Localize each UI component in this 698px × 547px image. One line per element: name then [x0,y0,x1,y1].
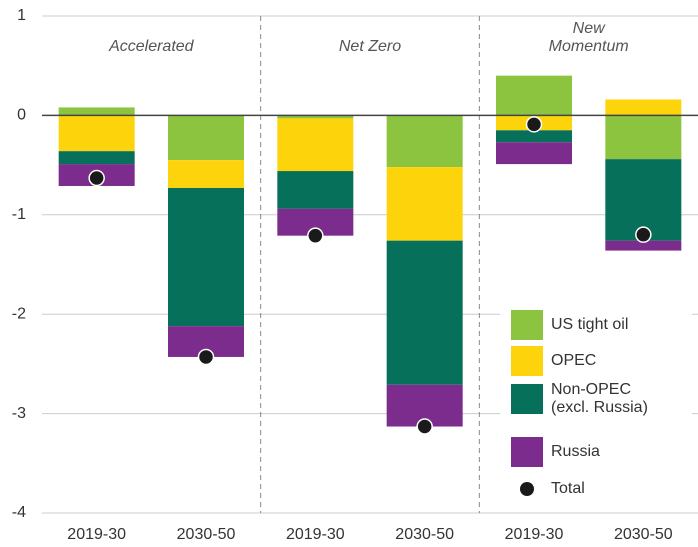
bar-segment [605,115,682,160]
group-label: Accelerated [108,38,195,55]
legend-label: Total [551,480,585,497]
total-dot [525,116,543,133]
legend-label: US tight oil [551,316,628,333]
bar-segment [58,107,135,116]
bar-segment [168,187,244,327]
total-dot [88,169,105,187]
x-tick-label: 2030-50 [395,526,454,543]
total-dot [307,227,324,244]
x-tick-label: 2030-50 [614,526,673,543]
legend-swatch [511,346,543,376]
bar-segment [496,75,572,116]
legend-swatch [511,310,543,340]
bar-segment [168,160,244,188]
bar-segment [496,142,572,165]
bar-segment [277,171,354,209]
bar-segment [277,115,354,119]
x-tick-label: 2019-30 [67,526,126,543]
x-tick-label: 2019-30 [505,526,564,543]
y-tick-label: -2 [12,305,26,322]
bar-segment [168,115,244,161]
bar-segment [605,240,682,251]
legend-swatch [511,437,543,467]
x-tick-label: 2019-30 [286,526,345,543]
bar-segment [386,115,463,168]
y-tick-label: -3 [12,405,26,422]
y-tick-label: 1 [17,7,26,24]
total-dot [416,418,433,435]
legend-label: Russia [551,443,600,460]
group-label: Net Zero [339,38,401,55]
group-label: New Momentum [549,20,629,55]
bar-segment [605,99,682,116]
bar-segment [58,151,135,165]
x-tick-label: 2030-50 [177,526,236,543]
bar-segment [277,118,354,172]
legend-swatch [511,384,543,414]
y-tick-label: -4 [12,504,26,521]
legend-label: Non-OPEC (excl. Russia) [551,381,648,416]
bar-segment [386,240,463,385]
bar-segment [386,167,463,241]
bar-segment [58,115,135,152]
y-tick-label: 0 [17,107,26,124]
legend-label: OPEC [551,352,596,369]
bar-segment [496,130,572,143]
y-tick-label: -1 [12,206,26,223]
total-dot [197,348,215,366]
total-dot [635,226,652,243]
legend-dot [520,482,534,496]
